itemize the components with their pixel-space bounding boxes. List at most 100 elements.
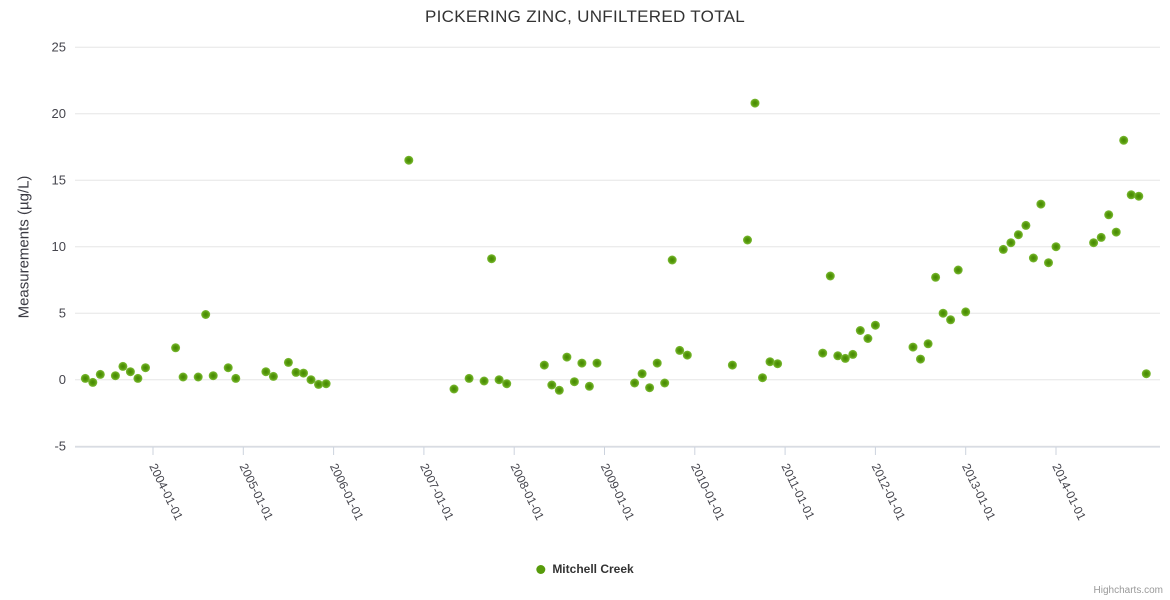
data-point[interactable] [283, 357, 293, 367]
data-point[interactable] [870, 320, 880, 330]
data-point[interactable] [953, 265, 963, 275]
data-point[interactable] [178, 372, 188, 382]
data-point[interactable] [502, 379, 512, 389]
data-point[interactable] [1111, 227, 1121, 237]
data-point[interactable] [938, 308, 948, 318]
data-point[interactable] [554, 385, 564, 395]
data-point[interactable] [1141, 369, 1151, 379]
data-point[interactable] [1096, 232, 1106, 242]
legend-item-mitchell-creek[interactable]: Mitchell Creek [536, 562, 634, 576]
data-point[interactable] [961, 307, 971, 317]
legend-series-label: Mitchell Creek [552, 562, 634, 576]
data-point[interactable] [750, 98, 760, 108]
data-point[interactable] [141, 363, 150, 373]
y-tick-label: 25 [52, 40, 66, 55]
legend-marker-icon [536, 564, 546, 574]
data-point[interactable] [449, 384, 459, 394]
data-point[interactable] [1104, 210, 1114, 220]
data-point[interactable] [592, 358, 602, 368]
data-point[interactable] [818, 348, 828, 358]
data-point[interactable] [825, 271, 835, 281]
x-tick-label: 2006-01-01 [327, 461, 367, 523]
highcharts-credit-link[interactable]: Highcharts.com [1093, 585, 1163, 596]
data-point[interactable] [125, 367, 135, 377]
data-point[interactable] [1006, 238, 1016, 248]
x-tick-label: 2014-01-01 [1049, 461, 1089, 523]
data-point[interactable] [321, 379, 331, 389]
data-point[interactable] [682, 350, 692, 360]
data-point[interactable] [916, 354, 925, 364]
data-point[interactable] [562, 352, 572, 362]
data-point[interactable] [201, 310, 211, 319]
data-point[interactable] [539, 360, 549, 370]
data-point[interactable] [291, 367, 301, 377]
data-point[interactable] [208, 371, 218, 381]
chart-title: PICKERING ZINC, UNFILTERED TOTAL [424, 7, 746, 26]
data-point[interactable] [840, 353, 850, 363]
x-tick-label: 2011-01-01 [778, 461, 817, 522]
data-point[interactable] [584, 381, 594, 391]
data-point[interactable] [667, 255, 677, 265]
data-point[interactable] [479, 376, 489, 386]
data-point[interactable] [645, 383, 655, 393]
data-point[interactable] [1013, 230, 1023, 240]
data-point[interactable] [314, 379, 323, 389]
data-point[interactable] [637, 369, 647, 379]
data-point[interactable] [765, 357, 775, 367]
data-point[interactable] [931, 272, 941, 282]
data-point[interactable] [946, 315, 956, 325]
x-tick-label: 2004-01-01 [146, 461, 186, 523]
data-point[interactable] [848, 349, 858, 359]
data-point[interactable] [306, 375, 316, 385]
data-point[interactable] [547, 380, 557, 390]
y-tick-label: 20 [52, 106, 66, 121]
data-point[interactable] [231, 373, 241, 383]
data-point[interactable] [80, 373, 90, 383]
y-tick-label: 5 [59, 306, 66, 321]
data-point[interactable] [630, 378, 640, 388]
data-point[interactable] [487, 254, 497, 264]
data-point[interactable] [88, 377, 98, 387]
data-point[interactable] [675, 345, 685, 355]
data-point[interactable] [758, 373, 767, 383]
data-point[interactable] [660, 378, 670, 388]
y-tick-label: 15 [52, 173, 66, 188]
data-point[interactable] [863, 334, 873, 343]
data-point[interactable] [1021, 220, 1031, 230]
data-point[interactable] [773, 359, 783, 369]
data-point[interactable] [1044, 258, 1053, 268]
y-tick-label: 0 [59, 372, 66, 387]
data-point[interactable] [577, 358, 587, 368]
data-point[interactable] [133, 373, 143, 383]
data-point[interactable] [1119, 135, 1129, 145]
data-point[interactable] [998, 244, 1008, 254]
data-point[interactable] [171, 343, 181, 353]
data-point[interactable] [652, 358, 662, 368]
data-point[interactable] [908, 342, 918, 352]
data-point[interactable] [833, 351, 843, 361]
data-point[interactable] [1036, 199, 1046, 209]
data-point[interactable] [110, 371, 120, 381]
data-point[interactable] [223, 363, 233, 373]
data-point[interactable] [727, 360, 737, 370]
data-point[interactable] [1028, 253, 1038, 263]
data-point[interactable] [1126, 190, 1136, 200]
data-point[interactable] [404, 155, 414, 165]
data-point[interactable] [118, 361, 128, 371]
data-point[interactable] [464, 373, 474, 383]
data-point[interactable] [494, 375, 504, 385]
data-point[interactable] [855, 326, 865, 335]
x-tick-label: 2012-01-01 [869, 461, 909, 523]
data-point[interactable] [1089, 238, 1099, 248]
data-point[interactable] [193, 372, 203, 382]
data-point[interactable] [95, 369, 105, 379]
data-point[interactable] [299, 368, 308, 378]
data-point[interactable] [1134, 191, 1144, 201]
data-point[interactable] [268, 371, 278, 381]
data-point[interactable] [261, 367, 271, 377]
data-point[interactable] [923, 339, 933, 349]
data-point[interactable] [569, 377, 579, 387]
data-point[interactable] [1051, 242, 1061, 252]
data-point[interactable] [743, 235, 752, 245]
x-tick-label: 2009-01-01 [598, 461, 638, 523]
